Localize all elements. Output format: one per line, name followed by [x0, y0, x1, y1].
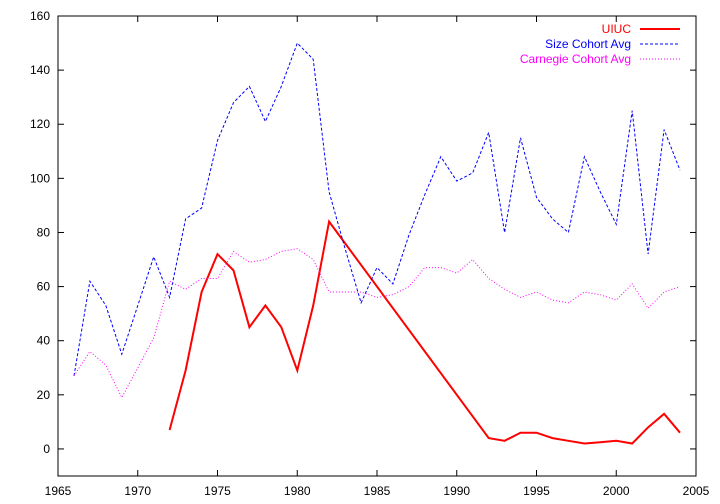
x-tick-label: 1970 [124, 484, 151, 498]
series-lines [73, 42, 681, 445]
x-tick-label: 1995 [523, 484, 550, 498]
y-tick-label: 40 [37, 334, 51, 348]
series-line-2 [73, 248, 681, 399]
y-tick-label: 160 [30, 9, 50, 23]
x-tick-label: 2000 [603, 484, 630, 498]
x-tick-label: 1990 [443, 484, 470, 498]
y-tick-label: 120 [30, 117, 50, 131]
series-line-1 [73, 42, 681, 376]
y-tick-label: 140 [30, 63, 50, 77]
x-tick-label: 2005 [683, 484, 710, 498]
legend-label: Size Cohort Avg [545, 37, 631, 51]
legend-label: Carnegie Cohort Avg [520, 52, 631, 66]
plot-frame [57, 15, 697, 477]
y-tick-label: 100 [30, 171, 50, 185]
axis-ticks [57, 15, 697, 476]
x-tick-label: 1980 [284, 484, 311, 498]
y-tick-label: 60 [37, 280, 51, 294]
axis-tick-labels: 1965 1970 1975 1980 1985 1990 1995 2000 2005 0 20 4… [30, 9, 710, 498]
x-tick-label: 1975 [204, 484, 231, 498]
x-tick-label: 1985 [364, 484, 391, 498]
y-tick-label: 0 [43, 442, 50, 456]
x-tick-label: 1965 [45, 484, 72, 498]
y-tick-label: 80 [37, 225, 51, 239]
series-line-0 [168, 219, 681, 445]
y-tick-label: 20 [37, 388, 51, 402]
legend-label: UIUC [602, 22, 632, 36]
